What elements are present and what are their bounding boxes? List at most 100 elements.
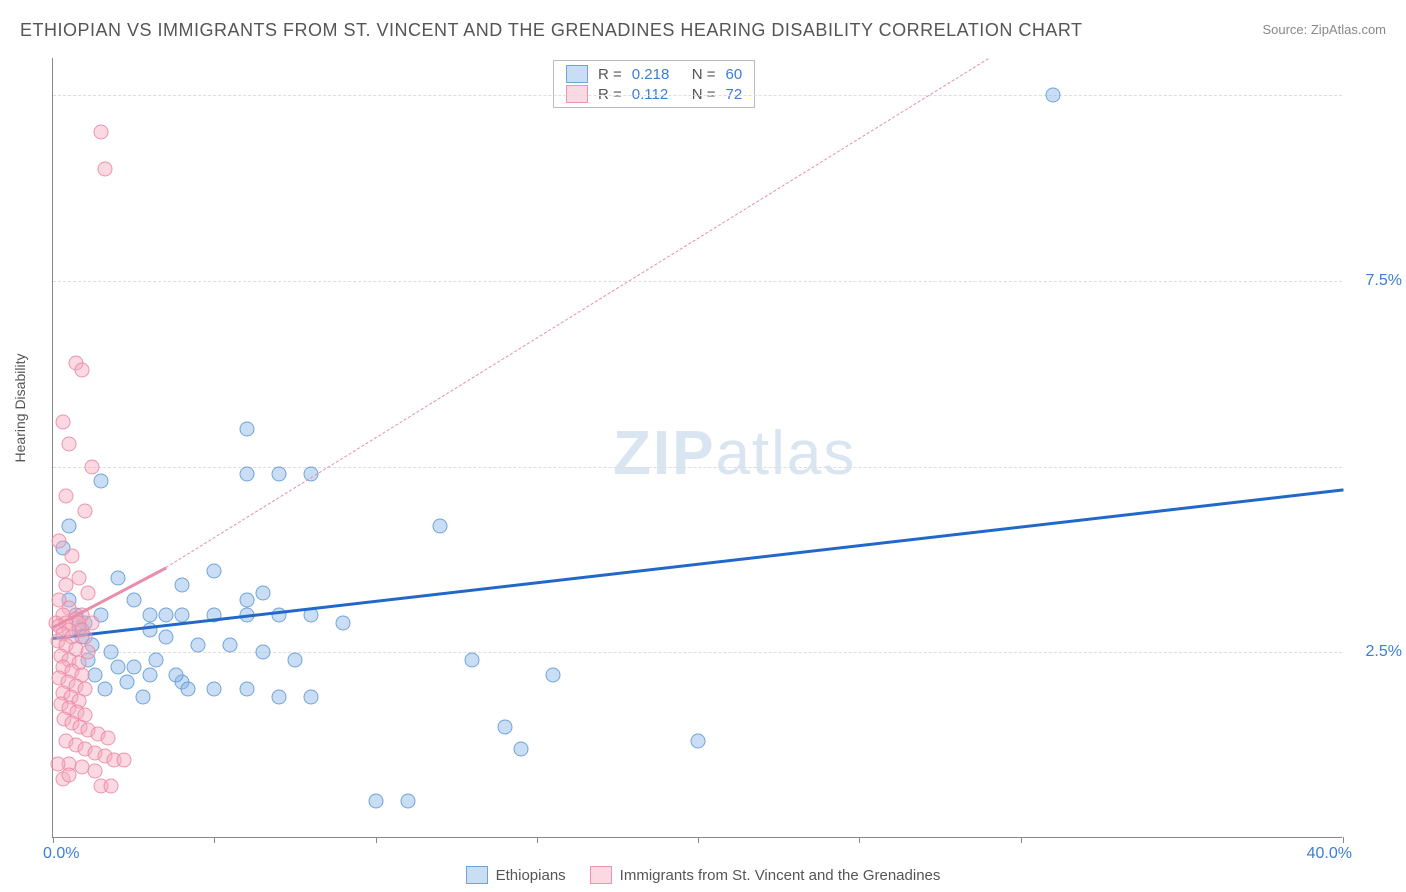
- scatter-point: [126, 660, 141, 675]
- y-tick-label: 7.5%: [1366, 272, 1402, 290]
- scatter-point: [239, 682, 254, 697]
- scatter-point: [58, 578, 73, 593]
- x-tick-label: 40.0%: [1307, 845, 1352, 863]
- scatter-point: [52, 533, 67, 548]
- scatter-point: [513, 741, 528, 756]
- scatter-point: [223, 637, 238, 652]
- legend-swatch-blue: [466, 866, 488, 884]
- chart-title: ETHIOPIAN VS IMMIGRANTS FROM ST. VINCENT…: [20, 20, 1083, 41]
- legend-n-value: 72: [726, 86, 743, 103]
- grid-line: [53, 95, 1342, 96]
- scatter-point: [304, 689, 319, 704]
- scatter-point: [62, 767, 77, 782]
- scatter-point: [62, 437, 77, 452]
- legend-stats: R = 0.218 N = 60 R = 0.112 N = 72: [553, 60, 755, 108]
- legend-n-label: N =: [692, 86, 716, 103]
- x-tick: [214, 837, 215, 843]
- scatter-point: [168, 667, 183, 682]
- legend-item: Ethiopians: [466, 866, 566, 884]
- scatter-point: [58, 489, 73, 504]
- scatter-point: [126, 593, 141, 608]
- scatter-point: [136, 689, 151, 704]
- scatter-point: [158, 608, 173, 623]
- legend-r-value: 0.218: [632, 66, 682, 83]
- scatter-point: [149, 652, 164, 667]
- trend-line-dashed: [166, 58, 989, 568]
- scatter-point: [116, 753, 131, 768]
- scatter-point: [87, 667, 102, 682]
- scatter-point: [104, 645, 119, 660]
- scatter-point: [207, 682, 222, 697]
- scatter-point: [175, 608, 190, 623]
- watermark-light: atlas: [715, 419, 856, 488]
- scatter-point: [142, 667, 157, 682]
- scatter-point: [87, 764, 102, 779]
- x-tick: [53, 837, 54, 843]
- legend-stats-row: R = 0.112 N = 72: [566, 85, 742, 103]
- scatter-point: [94, 474, 109, 489]
- scatter-point: [175, 578, 190, 593]
- legend-stats-row: R = 0.218 N = 60: [566, 65, 742, 83]
- scatter-point: [207, 563, 222, 578]
- trend-line: [53, 489, 1343, 641]
- scatter-point: [465, 652, 480, 667]
- x-tick: [698, 837, 699, 843]
- scatter-point: [545, 667, 560, 682]
- scatter-point: [336, 615, 351, 630]
- legend-swatch-blue: [566, 65, 588, 83]
- scatter-point: [94, 125, 109, 140]
- scatter-point: [255, 645, 270, 660]
- scatter-point: [255, 585, 270, 600]
- scatter-point: [433, 519, 448, 534]
- scatter-point: [97, 682, 112, 697]
- scatter-point: [181, 682, 196, 697]
- legend-r-label: R =: [598, 86, 622, 103]
- legend-label: Immigrants from St. Vincent and the Gren…: [620, 867, 941, 884]
- scatter-point: [104, 779, 119, 794]
- scatter-point: [191, 637, 206, 652]
- x-tick: [537, 837, 538, 843]
- scatter-point: [81, 585, 96, 600]
- scatter-point: [400, 793, 415, 808]
- scatter-point: [55, 415, 70, 430]
- scatter-point: [271, 689, 286, 704]
- scatter-point: [120, 675, 135, 690]
- scatter-point: [239, 422, 254, 437]
- legend-swatch-pink: [590, 866, 612, 884]
- legend-bottom: Ethiopians Immigrants from St. Vincent a…: [0, 866, 1406, 884]
- scatter-point: [84, 459, 99, 474]
- x-tick: [859, 837, 860, 843]
- y-axis-label: Hearing Disability: [12, 354, 28, 463]
- scatter-point: [239, 467, 254, 482]
- scatter-point: [239, 593, 254, 608]
- scatter-point: [75, 363, 90, 378]
- scatter-point: [100, 730, 115, 745]
- legend-n-value: 60: [726, 66, 743, 83]
- y-tick-label: 2.5%: [1366, 643, 1402, 661]
- scatter-point: [71, 571, 86, 586]
- scatter-point: [271, 467, 286, 482]
- x-tick: [1021, 837, 1022, 843]
- watermark-bold: ZIP: [613, 419, 715, 488]
- legend-r-label: R =: [598, 66, 622, 83]
- scatter-point: [110, 660, 125, 675]
- legend-n-label: N =: [692, 66, 716, 83]
- scatter-point: [368, 793, 383, 808]
- legend-label: Ethiopians: [496, 867, 566, 884]
- scatter-point: [142, 608, 157, 623]
- scatter-point: [287, 652, 302, 667]
- scatter-point: [55, 563, 70, 578]
- grid-line: [53, 281, 1342, 282]
- scatter-point: [110, 571, 125, 586]
- x-tick-label: 0.0%: [43, 845, 79, 863]
- scatter-point: [497, 719, 512, 734]
- scatter-point: [1045, 88, 1060, 103]
- scatter-point: [158, 630, 173, 645]
- chart-source: Source: ZipAtlas.com: [1262, 22, 1386, 37]
- plot-area: ZIPatlas R = 0.218 N = 60 R = 0.112 N = …: [52, 58, 1342, 838]
- scatter-point: [97, 162, 112, 177]
- scatter-point: [65, 548, 80, 563]
- scatter-point: [691, 734, 706, 749]
- scatter-point: [62, 519, 77, 534]
- x-tick: [376, 837, 377, 843]
